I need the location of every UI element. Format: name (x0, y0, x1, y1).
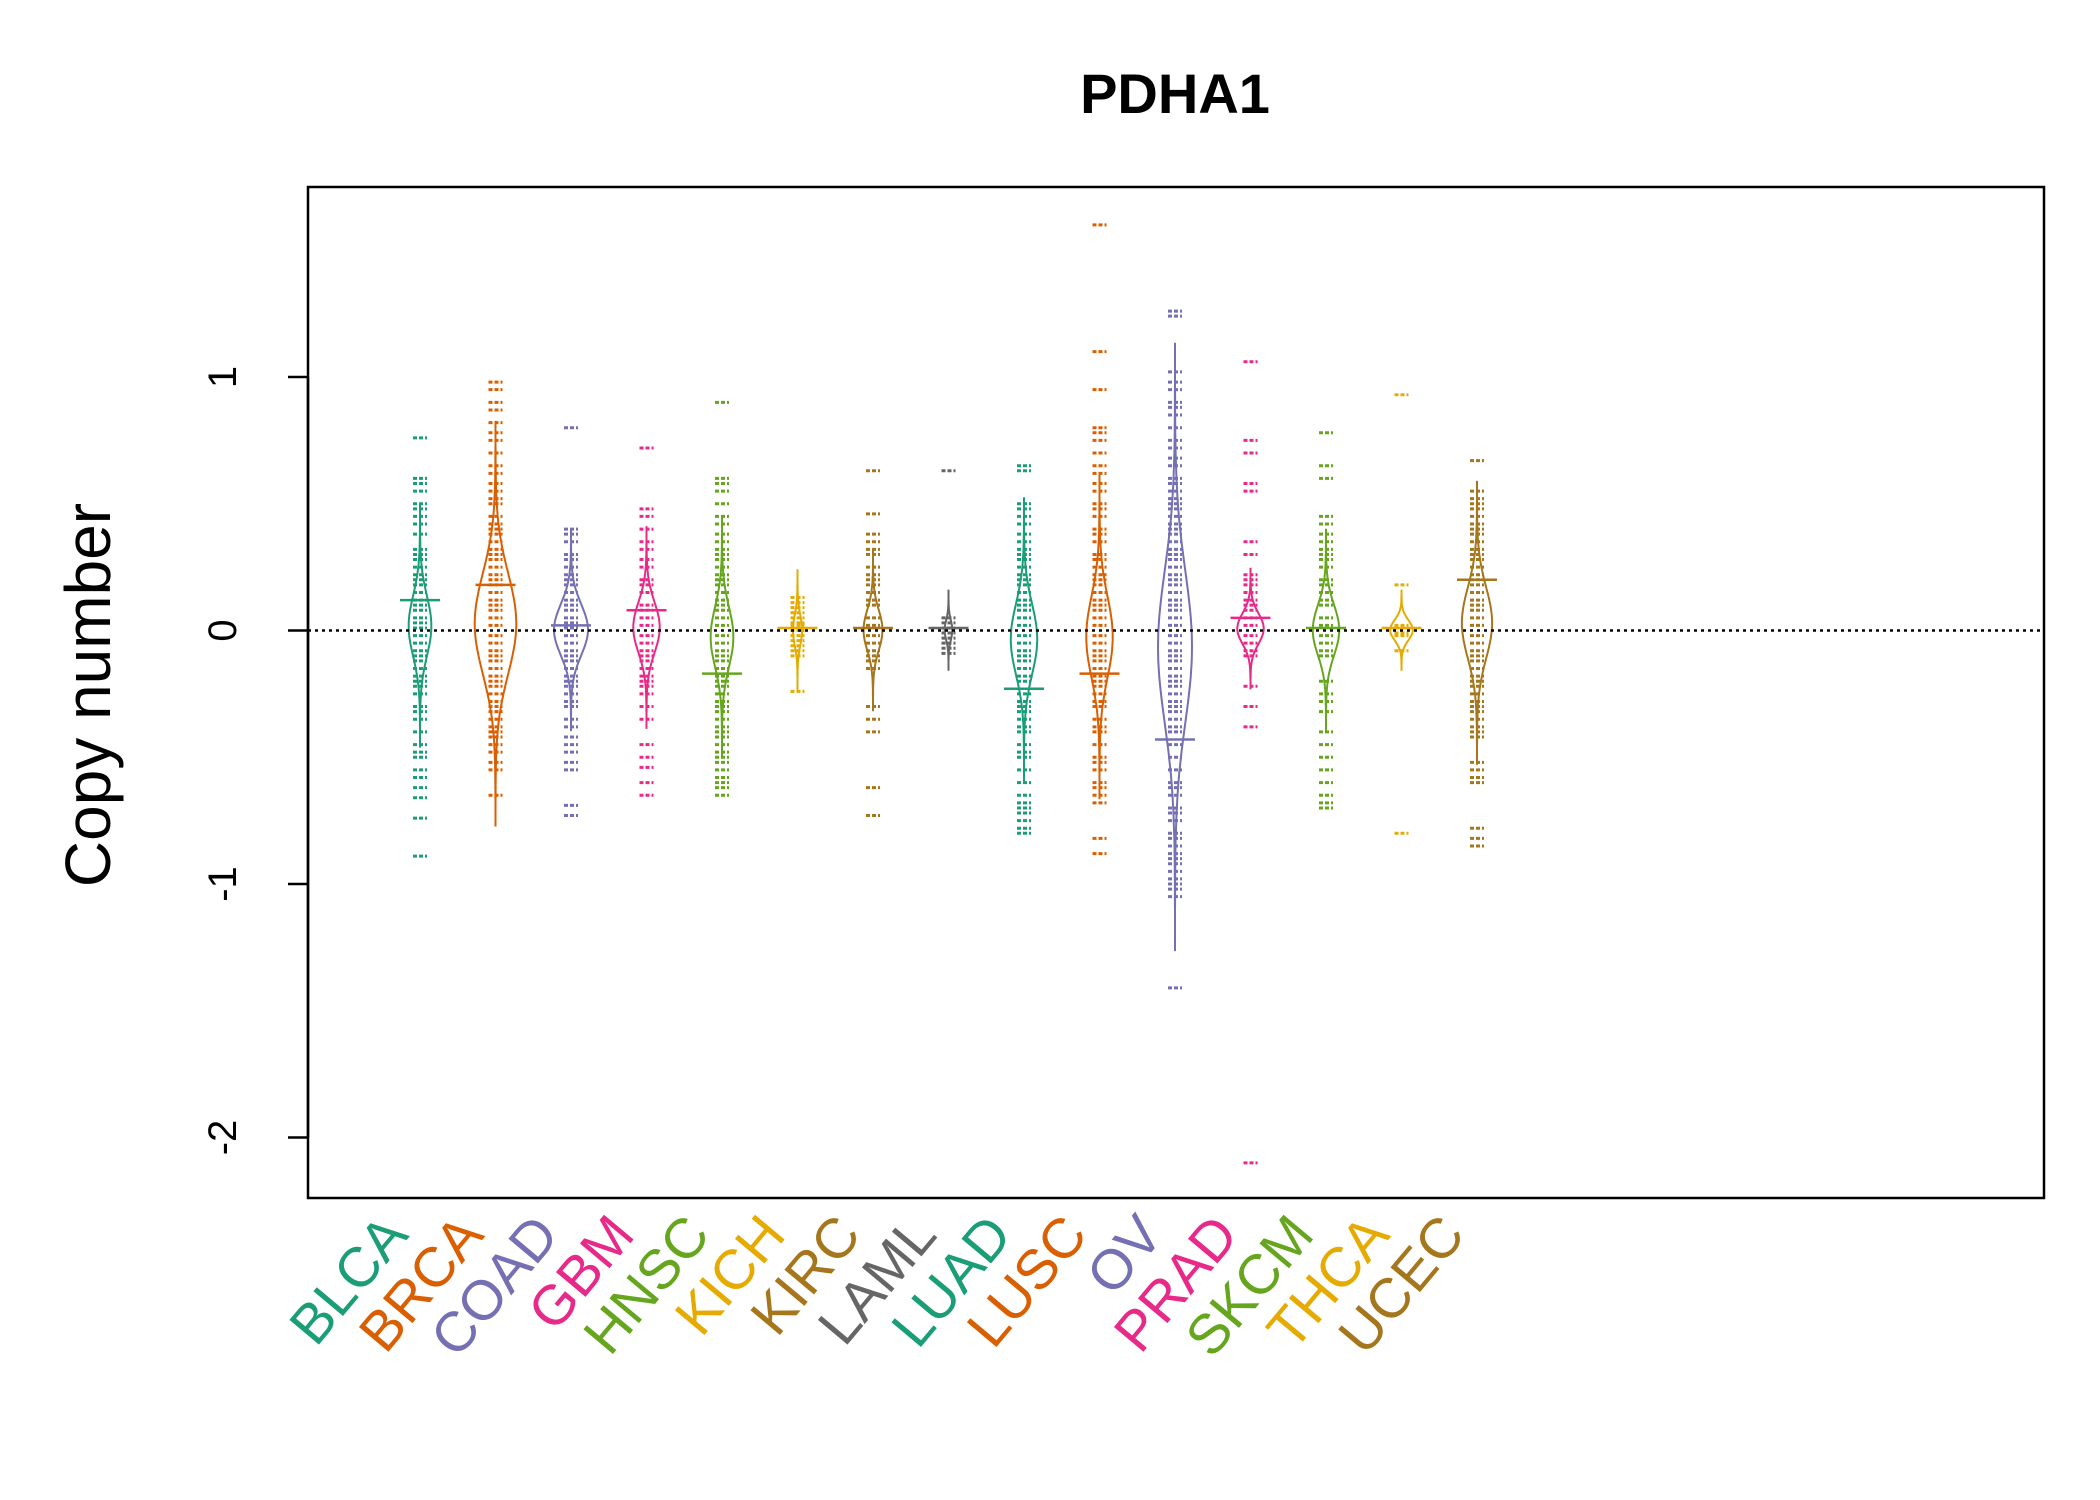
plot-frame (306, 185, 2046, 1200)
bean-density (1236, 567, 1265, 690)
bean-luad (1004, 464, 1044, 835)
bean-coad (551, 426, 591, 818)
bean-hnsc (702, 400, 742, 797)
bean-kich (777, 569, 818, 693)
bean-density (1156, 342, 1194, 952)
bean-prad (1230, 360, 1271, 1165)
bean-laml (928, 469, 969, 671)
bean-density (632, 526, 661, 729)
bean-kirc (853, 469, 893, 818)
bean-lusc (1079, 223, 1120, 856)
y-tick-label: -2 (201, 1120, 245, 1156)
y-axis-label: Copy number (52, 503, 124, 887)
bean-skcm (1306, 431, 1346, 810)
y-tick-label: 0 (201, 619, 245, 641)
y-axis: 1 0 -1 -2 (201, 366, 310, 1156)
bean-brca (473, 380, 518, 827)
bean-density (407, 504, 433, 748)
bean-thca (1381, 393, 1422, 835)
bean-density (1460, 480, 1494, 765)
bean-blca (400, 436, 440, 858)
bean-ov (1155, 309, 1195, 990)
bean-density (1009, 497, 1039, 782)
bean-ucec (1457, 459, 1497, 848)
beans-group (400, 223, 1497, 1165)
bean-density (473, 420, 518, 827)
x-axis-labels: BLCABRCACOADGBMHNSCKICHKIRCLAMLLUADLUSCO… (277, 1203, 1476, 1368)
y-tick-label: -1 (201, 866, 245, 902)
chart-title: PDHA1 (1080, 62, 1270, 125)
bean-density (552, 528, 590, 732)
y-tick-label: 1 (201, 366, 245, 388)
bean-gbm (626, 446, 667, 797)
